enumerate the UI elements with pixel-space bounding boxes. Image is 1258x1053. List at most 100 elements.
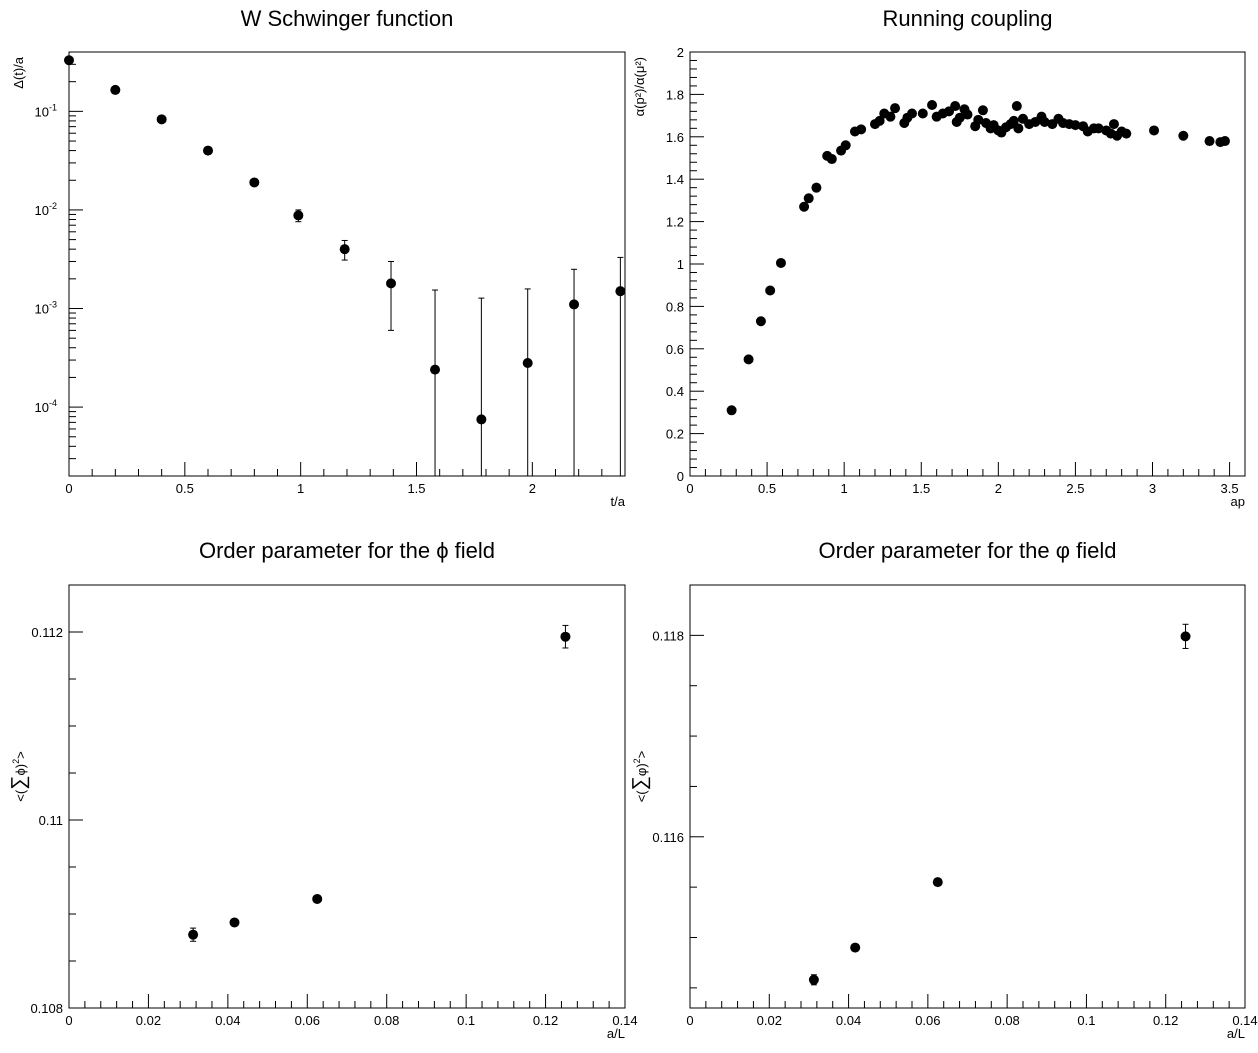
data-point xyxy=(156,114,167,125)
x-tick-label: 1.5 xyxy=(912,481,930,496)
x-tick-label: 1 xyxy=(841,481,848,496)
x-tick-label: 0 xyxy=(686,1013,693,1028)
x-tick-label: 0.06 xyxy=(295,1013,320,1028)
plot-frame xyxy=(68,584,626,1009)
y-axis-label: α(p²)/α(μ²) xyxy=(632,57,647,116)
y-tick-label: 10-4 xyxy=(35,398,57,415)
data-point xyxy=(522,358,533,369)
y-tick-label: 0.6 xyxy=(666,342,684,357)
data-point xyxy=(430,364,441,375)
data-point xyxy=(799,201,810,212)
y-tick-label: 0.116 xyxy=(652,830,684,845)
data-point xyxy=(885,111,896,122)
y-tick-label: 1.2 xyxy=(666,215,684,230)
data-point xyxy=(110,84,121,95)
y-tick-label: 10-1 xyxy=(35,102,57,119)
x-axis-label: ap xyxy=(1231,494,1245,509)
y-tick-label: 0.118 xyxy=(652,628,684,643)
y-tick-label: 0.11 xyxy=(39,813,63,828)
y-tick-label: 0 xyxy=(677,469,684,484)
x-axis-label: t/a xyxy=(611,494,626,509)
chart-panel-2: Running coupling 0 0.5 1 1.5 2 2.5 3 3.5 0 0.2 0.4 0… xyxy=(632,6,1246,509)
data-point xyxy=(1093,123,1104,134)
data-point xyxy=(743,354,754,365)
x-tick-label: 0.02 xyxy=(136,1013,161,1028)
data-point xyxy=(1180,631,1191,642)
chart-title: Order parameter for the φ field xyxy=(819,538,1117,563)
data-point xyxy=(907,108,917,119)
x-tick-label: 0.12 xyxy=(533,1013,558,1028)
y-tick-label: 1.4 xyxy=(666,172,684,187)
y-axis-label: <(∑ϕ)2> xyxy=(8,751,30,801)
data-point xyxy=(850,942,861,953)
chart-title: W Schwinger function xyxy=(241,6,454,31)
data-point xyxy=(1204,136,1215,147)
chart-panel-4: Order parameter for the φ field 0 0.02 0.04… xyxy=(629,538,1258,1041)
data-point xyxy=(339,244,350,255)
x-tick-label: 0 xyxy=(65,1013,72,1028)
x-tick-label: 0 xyxy=(65,481,72,496)
data-point xyxy=(229,917,240,928)
y-tick-label: 1.8 xyxy=(666,87,684,102)
x-tick-label: 1.5 xyxy=(407,481,425,496)
data-point xyxy=(775,257,786,268)
data-point xyxy=(249,177,260,188)
data-point xyxy=(569,299,580,310)
y-tick-label: 2 xyxy=(677,45,684,60)
chart-title: Order parameter for the ϕ field xyxy=(199,538,495,563)
x-tick-label: 0.1 xyxy=(457,1013,475,1028)
data-point xyxy=(64,55,74,66)
data-point xyxy=(1070,120,1081,131)
data-point xyxy=(1039,116,1050,127)
x-tick-label: 0.04 xyxy=(836,1013,861,1028)
plot-frame xyxy=(68,51,626,477)
y-axis-label: Δ(t)/a xyxy=(11,56,26,89)
data-point xyxy=(890,103,901,114)
data-point xyxy=(560,631,571,642)
y-tick-label: 0.2 xyxy=(666,427,684,442)
x-tick-label: 0 xyxy=(686,481,693,496)
x-tick-label: 0.14 xyxy=(612,1013,637,1028)
chart-title: Running coupling xyxy=(882,6,1052,31)
data-point xyxy=(803,193,814,204)
data-point xyxy=(856,124,867,135)
data-point xyxy=(950,101,961,112)
data-point xyxy=(954,112,965,123)
x-tick-label: 0.1 xyxy=(1077,1013,1095,1028)
x-tick-label: 1 xyxy=(297,481,304,496)
data-point xyxy=(293,210,304,221)
data-point xyxy=(874,115,885,126)
data-point xyxy=(386,278,397,289)
data-point xyxy=(1219,136,1230,147)
data-point xyxy=(811,182,822,193)
x-axis-label: a/L xyxy=(607,1026,625,1041)
data-point xyxy=(840,140,851,151)
x-axis-label: a/L xyxy=(1227,1026,1245,1041)
data-point xyxy=(476,414,487,425)
x-tick-label: 2 xyxy=(995,481,1002,496)
x-tick-label: 0.08 xyxy=(994,1013,1019,1028)
data-point xyxy=(312,893,323,904)
y-tick-label: 0.4 xyxy=(666,384,684,399)
data-point xyxy=(615,286,626,297)
chart-panel-1: W Schwinger function 0 0.5 1 1.5 2 10-4 10-3 10-… xyxy=(11,6,626,509)
data-point xyxy=(1121,128,1132,139)
y-axis-label: <(∑φ)2> xyxy=(629,751,651,803)
x-tick-label: 2.5 xyxy=(1066,481,1084,496)
data-point xyxy=(726,405,737,416)
chart-panel-3: Order parameter for the ϕ field 0 0.02 0.04… xyxy=(8,538,638,1041)
x-tick-label: 0.5 xyxy=(758,481,776,496)
plot-frame xyxy=(689,584,1246,1009)
data-point xyxy=(188,929,199,940)
data-point xyxy=(826,154,837,165)
y-tick-label: 0.108 xyxy=(30,1001,63,1016)
data-point xyxy=(1149,125,1160,136)
data-point xyxy=(927,100,938,110)
x-tick-label: 0.5 xyxy=(176,481,194,496)
data-point xyxy=(932,877,943,888)
data-point xyxy=(808,974,819,985)
x-tick-label: 0.08 xyxy=(374,1013,399,1028)
x-tick-label: 0.12 xyxy=(1153,1013,1178,1028)
y-tick-label: 1 xyxy=(677,257,684,272)
